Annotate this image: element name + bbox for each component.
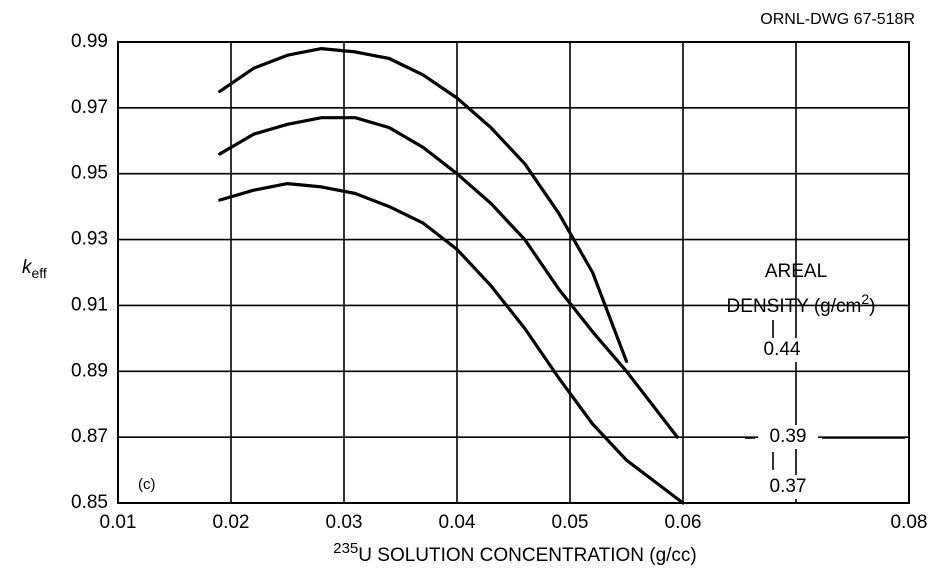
y-tick-label: 0.97: [71, 97, 108, 118]
x-tick-label: 0.01: [100, 512, 137, 533]
data-line: [218, 116, 679, 439]
legend-subtitle-main: DENSITY (g/cm: [727, 296, 862, 317]
y-label-sub: eff: [32, 265, 47, 281]
x-tick-label: 0.05: [552, 512, 589, 533]
x-tick-label: 0.02: [213, 512, 250, 533]
data-line: [218, 47, 629, 363]
y-axis-label: keff: [22, 257, 47, 281]
y-tick-label: 0.87: [71, 426, 108, 447]
legend-title-bg: [752, 258, 842, 284]
x-tick-label: 0.03: [326, 512, 363, 533]
legend-subtitle-end: ): [869, 296, 875, 317]
series-label-bg: [752, 338, 812, 362]
series-label-bg: [758, 475, 818, 499]
y-tick-label: 0.93: [71, 229, 108, 250]
data-line: [218, 182, 685, 505]
y-tick-label: 0.99: [71, 31, 108, 52]
legend-subtitle-sup: 2: [861, 291, 869, 307]
y-tick-label: 0.91: [71, 294, 108, 315]
x-label-sup: 235: [333, 540, 358, 557]
x-tick-label: 0.06: [665, 512, 702, 533]
y-tick-label: 0.89: [71, 360, 108, 381]
y-label-main: k: [22, 257, 33, 278]
series-label: 0.44: [764, 339, 801, 360]
panel-label: (c): [138, 476, 156, 493]
y-tick-label: 0.85: [71, 492, 108, 513]
series-label: 0.37: [770, 476, 807, 497]
x-tick-label: 0.08: [891, 512, 928, 533]
x-tick-label: 0.04: [439, 512, 476, 533]
series-label: 0.39: [770, 426, 807, 447]
x-axis-label: 235U SOLUTION CONCENTRATION (g/cc): [333, 540, 697, 566]
figure-id: ORNL-DWG 67-518R: [760, 11, 915, 28]
legend-subtitle: DENSITY (g/cm2): [727, 291, 876, 317]
y-tick-label: 0.95: [71, 163, 108, 184]
x-label-main: U SOLUTION CONCENTRATION (g/cc): [358, 545, 697, 566]
series-label-bg: [758, 425, 818, 449]
